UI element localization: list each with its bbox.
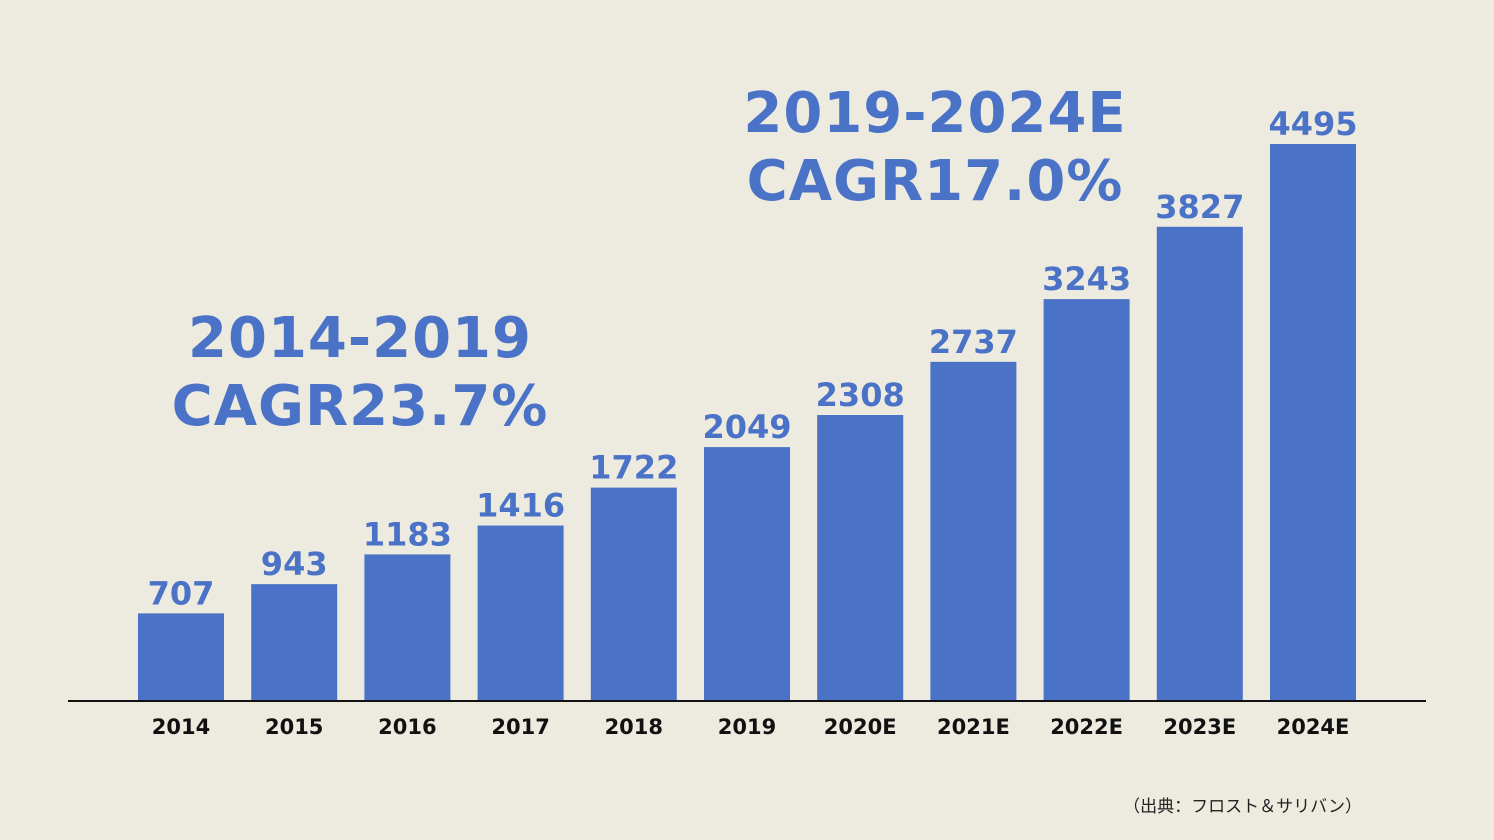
data-label: 2737 xyxy=(929,323,1018,361)
data-label: 707 xyxy=(148,574,215,612)
x-tick-label: 2022E xyxy=(1050,715,1123,739)
data-label: 4495 xyxy=(1268,105,1357,143)
data-label: 1722 xyxy=(589,449,678,487)
data-label: 3243 xyxy=(1042,260,1131,298)
annotation-period: 2014-2019 xyxy=(188,306,532,371)
x-tick-label: 2016 xyxy=(378,715,436,739)
data-label: 1416 xyxy=(476,487,565,525)
x-tick-label: 2024E xyxy=(1277,715,1350,739)
data-label: 3827 xyxy=(1155,188,1244,226)
cagr-annotation-2014-2019: 2014-2019 CAGR23.7% xyxy=(160,305,560,441)
annotation-cagr: CAGR17.0% xyxy=(746,149,1124,214)
x-tick-label: 2023E xyxy=(1163,715,1236,739)
x-tick-label: 2015 xyxy=(265,715,323,739)
data-label: 2308 xyxy=(816,376,905,414)
x-tick-label: 2020E xyxy=(824,715,897,739)
bar-2015 xyxy=(251,584,338,701)
annotation-cagr: CAGR23.7% xyxy=(171,374,549,439)
bar-2024E xyxy=(1270,144,1356,701)
cagr-annotation-2019-2024e: 2019-2024E CAGR17.0% xyxy=(730,80,1140,216)
source-note: （出典：フロスト＆サリバン） xyxy=(1123,797,1362,817)
bar-2014 xyxy=(138,613,224,701)
x-tick-label: 2019 xyxy=(718,715,776,739)
bar-2016 xyxy=(364,554,451,701)
bar-2022E xyxy=(1043,299,1130,701)
bar-2021E xyxy=(930,361,1017,701)
data-label: 2049 xyxy=(702,408,791,446)
data-label: 1183 xyxy=(363,515,452,553)
x-tick-label: 2021E xyxy=(937,715,1010,739)
bar-2020E xyxy=(817,415,904,701)
bar-2019 xyxy=(704,447,790,701)
annotation-period: 2019-2024E xyxy=(743,81,1127,146)
x-tick-label: 2018 xyxy=(605,715,663,739)
bar-2023E xyxy=(1156,226,1243,702)
bar-2017 xyxy=(477,525,564,701)
bar-2018 xyxy=(590,487,677,701)
x-tick-label: 2014 xyxy=(152,715,210,739)
x-tick-label: 2017 xyxy=(491,715,549,739)
data-label: 943 xyxy=(261,545,328,583)
